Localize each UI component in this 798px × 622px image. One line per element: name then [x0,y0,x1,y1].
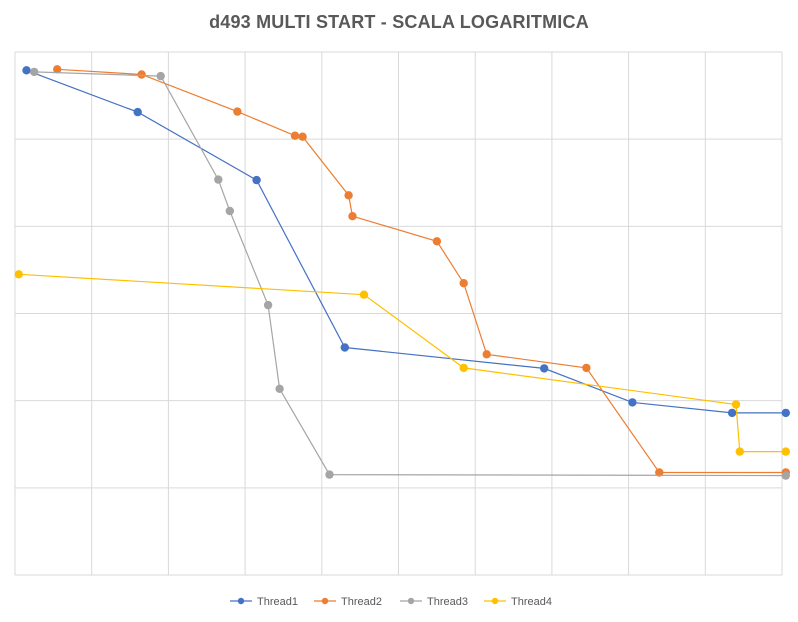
thread1-point [340,343,349,352]
thread2-point [344,191,353,200]
thread1-point [133,107,142,117]
legend-swatch-marker [491,597,499,605]
thread4-point [735,447,744,456]
thread3-point [325,470,334,479]
thread2-point [432,237,442,246]
thread4-point [731,400,741,409]
series-thread4 [14,270,790,456]
thread1-point [540,364,549,373]
thread4-point [781,447,790,456]
thread4-line [18,273,786,453]
series-thread3 [30,67,790,480]
chart-title: d493 MULTI START - SCALA LOGARITMICA [209,12,589,32]
thread2-point [459,279,468,288]
thread3-point [156,71,165,81]
series-layer [14,65,790,480]
thread3-point [214,175,223,184]
legend-label: Thread1 [257,596,298,608]
legend-item-thread3[interactable]: Thread3 [400,596,468,608]
thread1-point [252,175,261,185]
thread2-line [57,68,786,474]
legend-swatch-marker [407,597,415,605]
thread1-point [22,66,31,75]
thread2-point [482,350,491,359]
thread1-point [628,398,637,407]
legend-swatch-marker [237,597,245,605]
legend-item-thread1[interactable]: Thread1 [230,596,298,608]
series-thread1 [22,66,790,418]
legend-item-thread4[interactable]: Thread4 [484,596,552,608]
thread2-point [298,132,307,141]
thread3-point [30,67,39,77]
grid-layer [14,51,783,576]
thread2-point [53,65,62,74]
thread2-point [233,107,242,116]
thread2-point [348,212,357,221]
legend-label: Thread2 [341,596,382,608]
thread2-point [137,70,146,79]
thread2-point [582,363,591,373]
thread1-point [727,408,737,418]
thread2-point [290,131,300,140]
thread3-point [781,471,790,480]
thread3-line [34,71,786,477]
thread1-line [26,69,786,414]
thread1-point [781,408,790,418]
legend-label: Thread3 [427,596,468,608]
thread3-point [225,206,234,216]
thread2-point [655,468,664,477]
thread3-point [263,300,273,310]
legend-item-thread2[interactable]: Thread2 [314,596,382,608]
thread4-point [14,270,23,279]
thread4-point [459,363,468,373]
legend-layer: Thread1 Thread2 Thread3 Thread4 [230,596,552,608]
legend-label: Thread4 [511,596,552,608]
thread3-point [275,384,284,393]
legend-swatch-marker [321,597,329,605]
thread4-point [359,290,369,299]
